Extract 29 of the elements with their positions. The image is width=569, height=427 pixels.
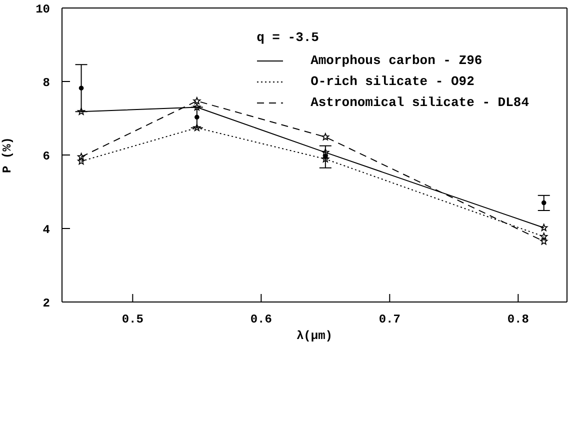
point xyxy=(540,224,548,232)
x-tick-label: 0.6 xyxy=(250,312,272,327)
point xyxy=(78,86,84,91)
x-tick-label: 0.7 xyxy=(378,312,400,327)
point xyxy=(193,103,201,111)
point xyxy=(541,200,546,206)
x-axis-title: λ(μm) xyxy=(296,329,333,343)
legend-label: O-rich silicate - O92 xyxy=(310,74,474,89)
x-tick-label: 0.8 xyxy=(507,312,529,327)
y-axis-title: P (%) xyxy=(0,136,14,174)
point xyxy=(322,133,330,140)
y-tick-label: 6 xyxy=(42,149,50,164)
point xyxy=(77,152,86,160)
point xyxy=(540,232,548,240)
point xyxy=(77,157,86,165)
point xyxy=(193,97,201,104)
y-tick-label: 10 xyxy=(36,2,50,16)
x-tick-label: 0.5 xyxy=(122,312,144,327)
y-tick-label: 8 xyxy=(42,76,50,90)
point xyxy=(540,237,548,245)
point xyxy=(322,148,330,156)
y-tick-label: 4 xyxy=(42,222,50,237)
point xyxy=(77,108,86,115)
point xyxy=(193,124,201,132)
point xyxy=(194,114,200,120)
y-tick-label: 2 xyxy=(42,296,50,310)
legend-title: q = -3.5 xyxy=(256,30,320,45)
legend-label: Amorphous carbon - Z96 xyxy=(310,53,482,68)
legend-label: Astronomical silicate - DL84 xyxy=(310,95,529,110)
